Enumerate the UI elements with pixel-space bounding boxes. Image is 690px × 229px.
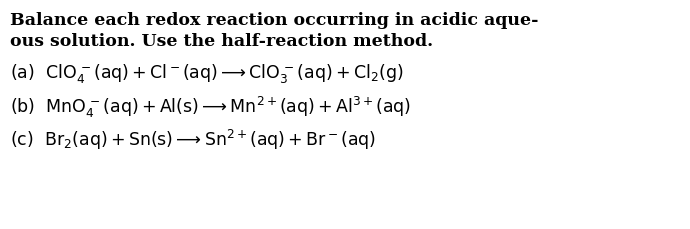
Text: Balance each redox reaction occurring in acidic aque-: Balance each redox reaction occurring in… — [10, 12, 538, 29]
Text: ous solution. Use the half-reaction method.: ous solution. Use the half-reaction meth… — [10, 33, 433, 50]
Text: (c)  $\mathsf{Br_2(aq) + Sn(s) \longrightarrow Sn^{2+}(aq) + Br^-(aq)}$: (c) $\mathsf{Br_2(aq) + Sn(s) \longright… — [10, 128, 376, 151]
Text: (b)  $\mathsf{MnO_4^{\,-}(aq) + Al(s) \longrightarrow Mn^{2+}(aq) + Al^{3+}(aq)}: (b) $\mathsf{MnO_4^{\,-}(aq) + Al(s) \lo… — [10, 95, 411, 120]
Text: (a)  $\mathsf{ClO_4^{\,-}(aq) + Cl^-(aq) \longrightarrow ClO_3^{\,-}(aq) + Cl_2(: (a) $\mathsf{ClO_4^{\,-}(aq) + Cl^-(aq) … — [10, 62, 404, 85]
